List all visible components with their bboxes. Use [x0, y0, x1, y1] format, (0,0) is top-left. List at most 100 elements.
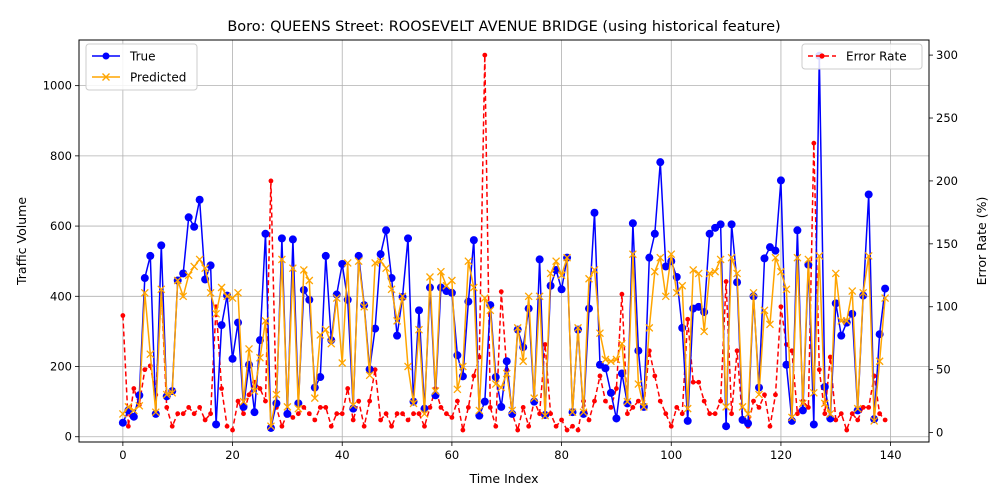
predicted-point [234, 288, 242, 297]
true-point [744, 419, 753, 428]
predicted-point [694, 269, 703, 278]
predicted-point [749, 288, 758, 297]
y2-tick-label: 300 [936, 48, 958, 62]
true-point [316, 373, 325, 382]
true-point [502, 357, 511, 366]
predicted-point [793, 253, 802, 262]
error-rate-point [400, 411, 405, 417]
predicted-point [250, 387, 259, 396]
predicted-point [815, 251, 824, 260]
predicted-point [530, 394, 539, 403]
true-point [650, 229, 659, 238]
predicted-point [689, 266, 698, 274]
true-point [716, 220, 725, 229]
legend-left: True Predicted [85, 43, 198, 91]
error-rate-point [778, 304, 784, 310]
true-point [261, 229, 270, 238]
error-rate-point [230, 427, 235, 433]
error-rate-point [169, 423, 175, 429]
error-rate-point [197, 404, 203, 410]
error-rate-point [482, 52, 488, 58]
true-point [234, 318, 243, 327]
predicted-point [360, 302, 369, 311]
predicted-point [157, 285, 166, 294]
error-rate-point [191, 411, 197, 417]
predicted-point [623, 397, 632, 406]
y2-tick-label: 200 [936, 174, 958, 188]
predicted-point [343, 258, 352, 267]
legend-predicted-label: Predicted [130, 71, 186, 85]
data-layer [118, 51, 890, 433]
legend-right-box [801, 43, 923, 70]
predicted-point [502, 369, 511, 378]
true-point [393, 331, 402, 340]
predicted-point [820, 399, 829, 408]
error-rate-point [498, 289, 504, 295]
legend-predicted-marker [102, 73, 110, 81]
plot-frame [78, 39, 930, 443]
error-rate-point [416, 411, 422, 417]
true-point [782, 360, 791, 369]
true-point [535, 255, 544, 264]
predicted-point [420, 409, 429, 418]
predicted-point [579, 408, 588, 417]
predicted-point [332, 294, 341, 303]
true-point [634, 346, 643, 355]
x-tick-label: 20 [225, 448, 240, 462]
predicted-point [716, 255, 725, 264]
predicted-point [338, 359, 347, 367]
true-point [678, 323, 687, 332]
true-point [288, 235, 297, 244]
true-point [415, 306, 423, 315]
error-rate-point [597, 373, 603, 379]
true-point [272, 399, 281, 408]
true-point [195, 195, 204, 204]
predicted-point [727, 253, 736, 262]
error-rate-point [131, 386, 137, 391]
predicted-point [760, 306, 769, 315]
true-point [250, 408, 259, 417]
predicted-point [711, 267, 720, 276]
predicted-point [859, 288, 868, 297]
error-rate-point [811, 140, 817, 146]
true-point [338, 259, 347, 268]
error-rate-point [789, 348, 795, 354]
legend-right: Error Rate [801, 43, 923, 70]
error-rate-point [295, 411, 301, 417]
y2-tick-label: 0 [936, 426, 943, 440]
y-tick-label: 0 [65, 430, 72, 444]
true-point [760, 254, 769, 263]
error-rate-point [301, 404, 307, 410]
error-rate-point [592, 398, 597, 404]
error-rate-point [657, 398, 663, 404]
predicted-point [590, 266, 599, 274]
error-rate-point [361, 423, 367, 429]
error-rate-point [422, 423, 427, 429]
predicted-point [700, 327, 709, 336]
y2-tick-label: 50 [936, 363, 951, 377]
y-tick-label: 200 [50, 360, 72, 374]
true-point [612, 414, 621, 423]
true-point [206, 261, 215, 270]
predicted-point [683, 404, 692, 413]
predicted-point [798, 399, 807, 408]
error-rate-point [844, 427, 850, 433]
predicted-point [634, 380, 643, 389]
x-tick-label: 80 [554, 448, 569, 462]
predicted-point [146, 350, 155, 359]
true-point [266, 423, 275, 432]
predicted-point [299, 266, 308, 274]
predicted-point [601, 355, 610, 364]
predicted-point [195, 255, 204, 264]
error-rate-point [679, 411, 685, 417]
error-rate-point [767, 423, 773, 429]
predicted-point [738, 402, 747, 411]
x-tick-label: 0 [119, 448, 126, 462]
predicted-point [787, 413, 796, 422]
true-point [623, 399, 632, 408]
predicted-point [447, 276, 456, 285]
error-rate-point [487, 404, 493, 410]
error-rate-point [603, 398, 608, 404]
predicted-point [256, 353, 264, 362]
